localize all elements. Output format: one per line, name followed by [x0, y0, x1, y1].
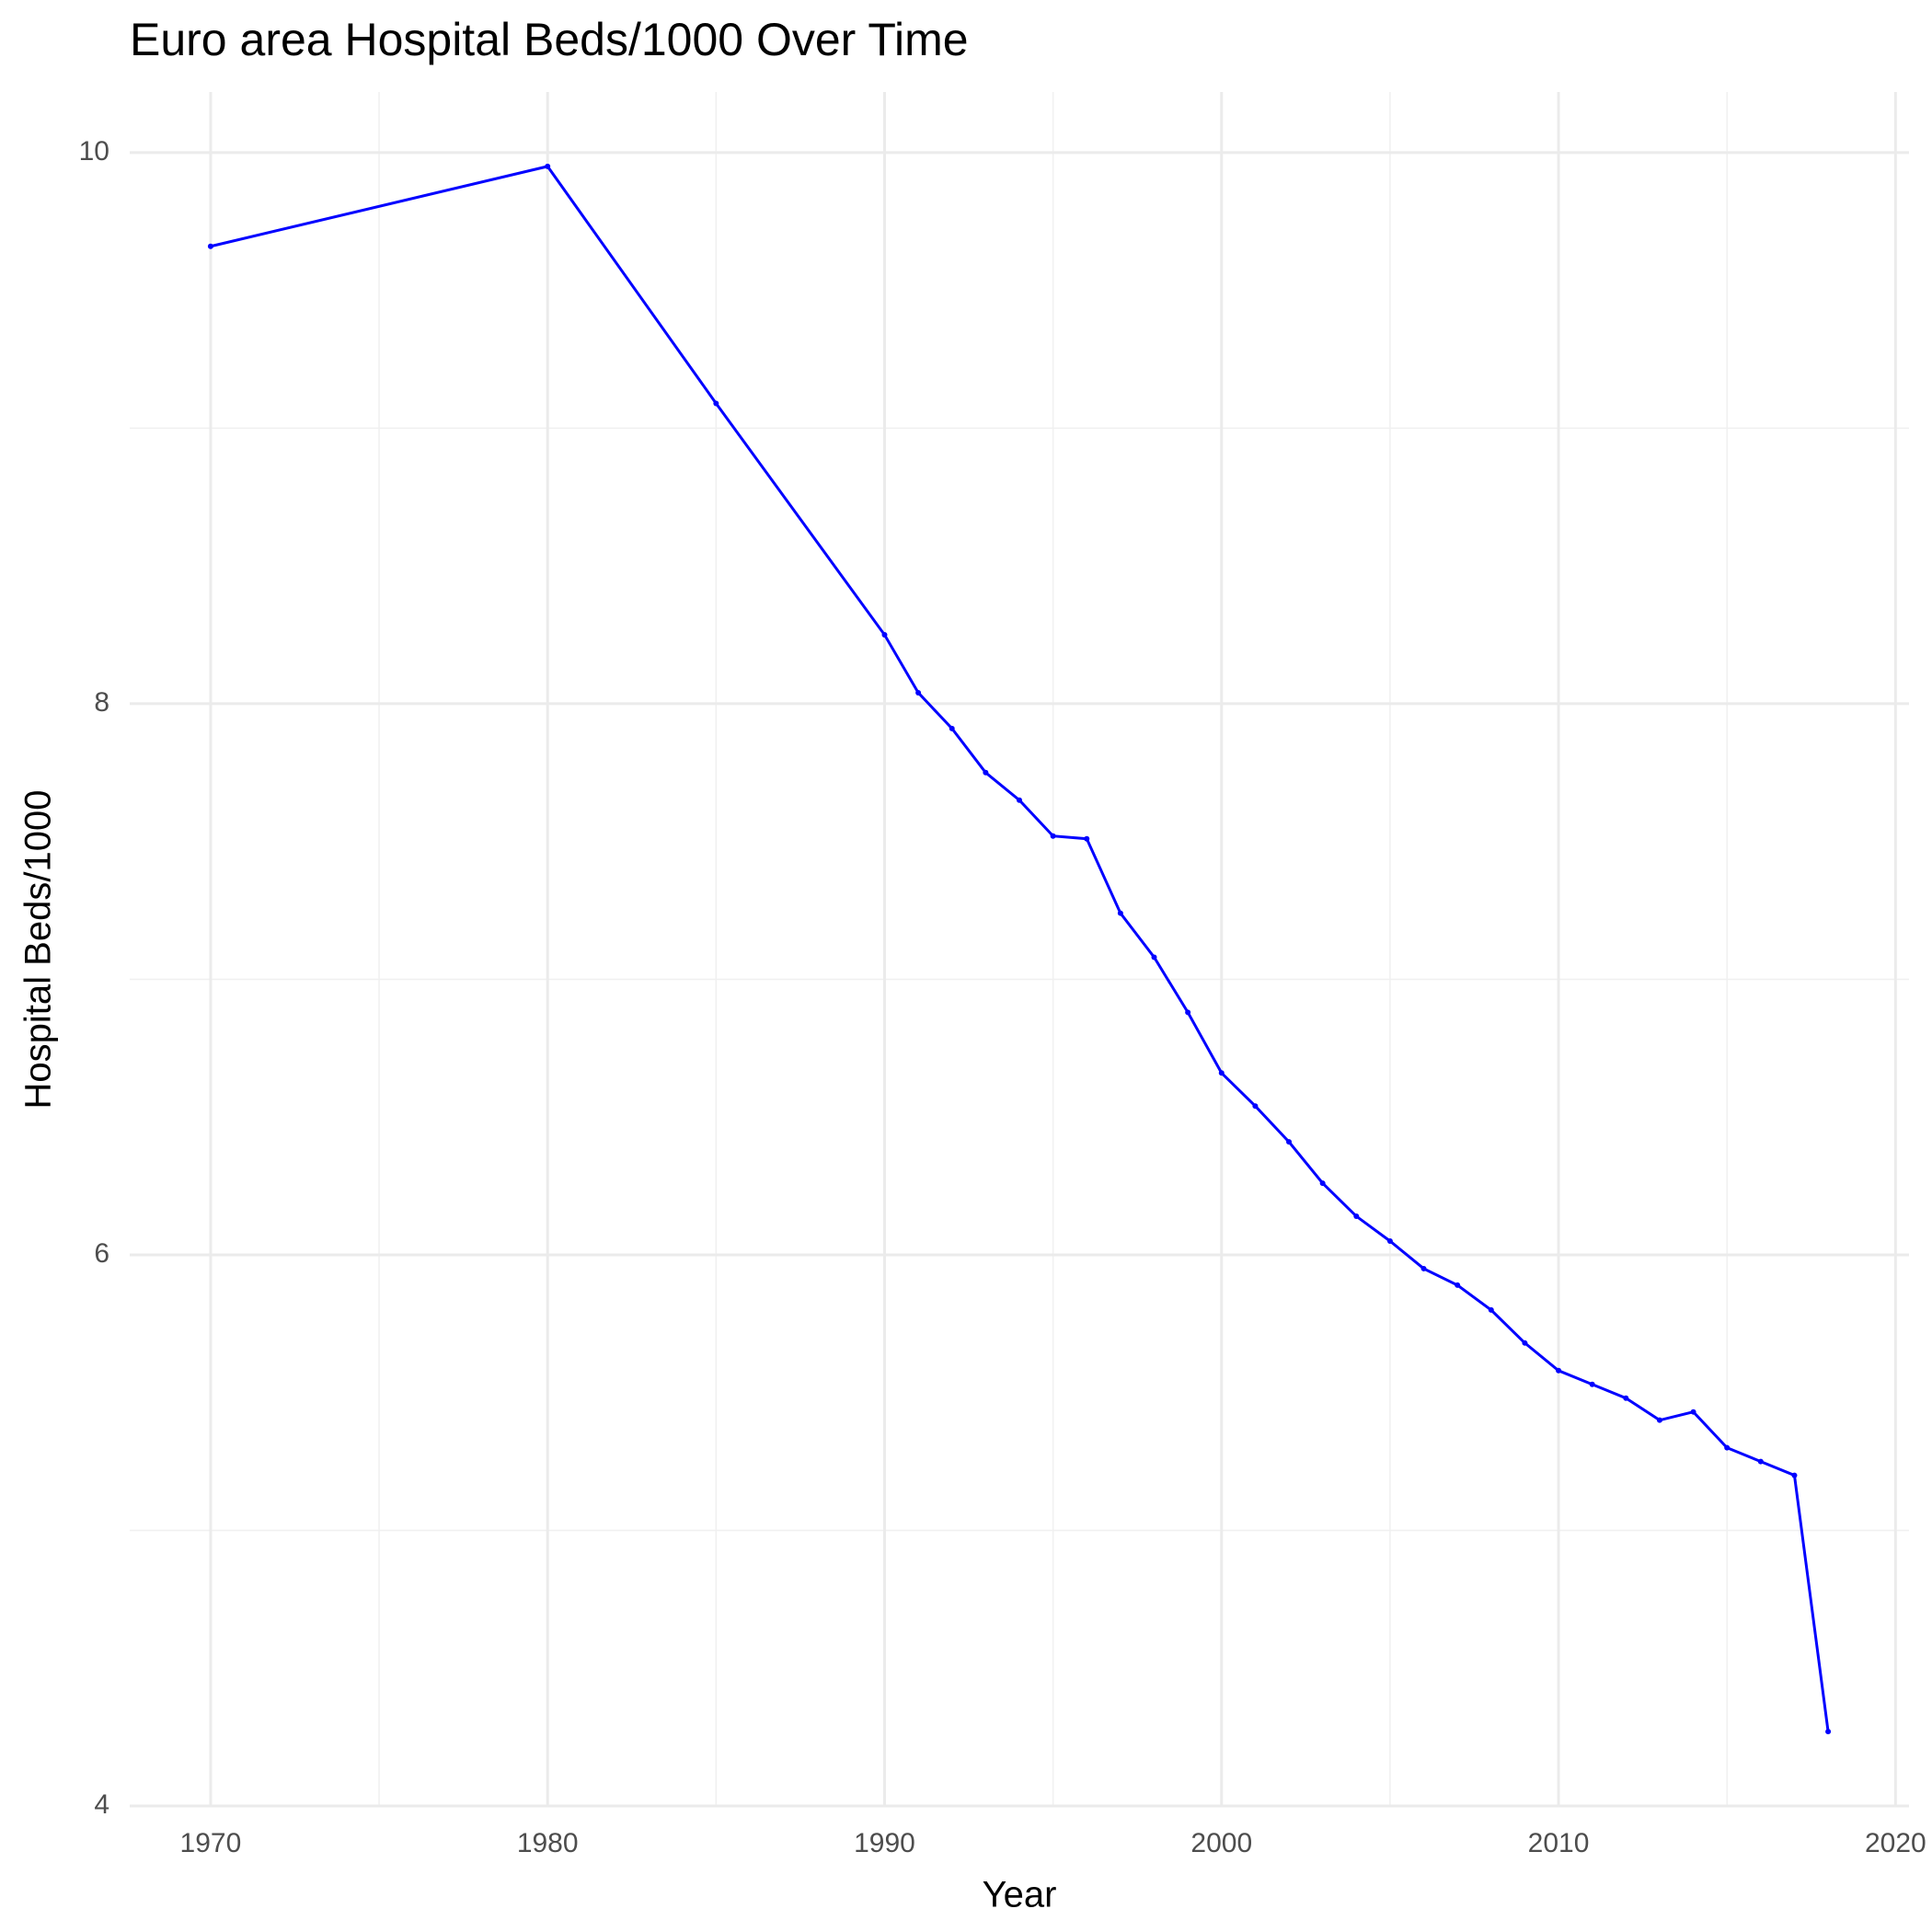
data-point: [1791, 1472, 1798, 1478]
x-tick-label: 1990: [854, 1828, 915, 1858]
data-point: [1522, 1340, 1528, 1346]
data-point: [1488, 1306, 1494, 1313]
data-point: [881, 632, 888, 638]
x-tick-label: 2010: [1528, 1828, 1590, 1858]
data-point: [1455, 1282, 1461, 1288]
data-point: [915, 689, 922, 696]
y-tick-label: 6: [94, 1238, 109, 1269]
data-point: [1084, 835, 1090, 842]
data-point: [1656, 1417, 1662, 1423]
data-point: [1319, 1180, 1326, 1187]
x-tick-label: 1970: [180, 1828, 242, 1858]
data-point: [1690, 1409, 1696, 1415]
data-point: [207, 243, 213, 249]
data-point: [1185, 1009, 1191, 1016]
data-line: [210, 165, 1830, 1732]
data-point: [1757, 1458, 1764, 1465]
x-tick-label: 1980: [517, 1828, 579, 1858]
x-axis-title: Year: [983, 1875, 1057, 1915]
data-point: [1825, 1729, 1832, 1735]
data-point: [1386, 1237, 1393, 1244]
data-point: [1286, 1139, 1293, 1145]
y-axis-title: Hospital Beds/1000: [18, 790, 59, 1110]
y-tick-label: 4: [94, 1789, 109, 1820]
data-point: [1724, 1444, 1731, 1451]
data-point: [1117, 910, 1123, 916]
data-point: [1218, 1070, 1225, 1076]
y-tick-label: 8: [94, 687, 109, 718]
data-point: [949, 725, 955, 731]
chart-title: Euro area Hospital Beds/1000 Over Time: [130, 14, 969, 65]
data-point: [1050, 833, 1056, 839]
data-point: [1623, 1395, 1629, 1401]
data-point: [1589, 1381, 1595, 1387]
data-point: [1353, 1213, 1360, 1220]
data-point: [1017, 797, 1022, 803]
data-point: [545, 163, 551, 169]
data-point: [1556, 1367, 1562, 1374]
data-point: [1420, 1265, 1427, 1271]
y-tick-label: 10: [79, 136, 109, 167]
data-point: [1151, 954, 1157, 960]
data-point: [983, 769, 989, 776]
data-point: [713, 400, 719, 407]
x-tick-label: 2020: [1865, 1828, 1926, 1858]
x-tick-label: 2000: [1190, 1828, 1252, 1858]
data-point: [1252, 1103, 1259, 1110]
